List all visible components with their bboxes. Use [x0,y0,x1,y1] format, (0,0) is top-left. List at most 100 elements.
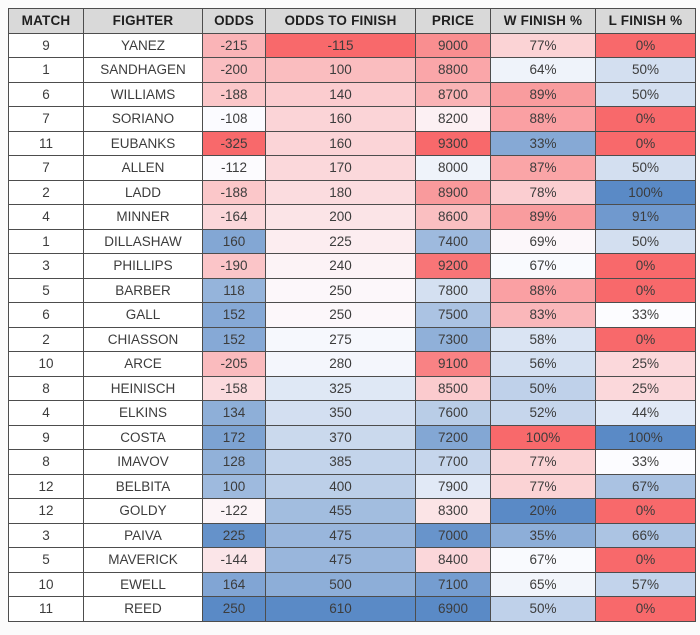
cell-match: 5 [8,277,84,303]
cell-price: 9300 [415,130,491,156]
table-row: 3 PHILLIPS -190 240 9200 67% 0% [8,253,696,279]
table-row: 9 COSTA 172 370 7200 100% 100% [8,424,696,450]
cell-price: 8300 [415,498,491,524]
cell-odds-to-finish: 160 [265,130,416,156]
cell-w-finish-pct: 89% [490,204,596,230]
cell-w-finish-pct: 78% [490,179,596,205]
cell-odds: 164 [202,571,266,597]
cell-w-finish-pct: 64% [490,57,596,83]
cell-match: 8 [8,375,84,401]
cell-match: 9 [8,424,84,450]
cell-odds-to-finish: 400 [265,473,416,499]
cell-odds-to-finish: 225 [265,228,416,254]
cell-odds: -205 [202,351,266,377]
cell-odds: -188 [202,81,266,107]
cell-fighter: HEINISCH [83,375,203,401]
cell-odds-to-finish: 140 [265,81,416,107]
cell-l-finish-pct: 0% [595,498,696,524]
cell-price: 8800 [415,57,491,83]
cell-l-finish-pct: 0% [595,277,696,303]
cell-price: 7800 [415,277,491,303]
cell-odds: -164 [202,204,266,230]
cell-match: 2 [8,326,84,352]
cell-odds-to-finish: 160 [265,106,416,132]
cell-fighter: ALLEN [83,155,203,181]
cell-odds: 134 [202,400,266,426]
cell-odds-to-finish: 280 [265,351,416,377]
cell-w-finish-pct: 56% [490,351,596,377]
cell-odds: 250 [202,596,266,622]
cell-l-finish-pct: 33% [595,449,696,475]
cell-l-finish-pct: 0% [595,253,696,279]
cell-fighter: ARCE [83,351,203,377]
cell-odds: 128 [202,449,266,475]
cell-price: 7900 [415,473,491,499]
cell-fighter: SORIANO [83,106,203,132]
cell-odds-to-finish: 385 [265,449,416,475]
cell-w-finish-pct: 58% [490,326,596,352]
cell-fighter: EUBANKS [83,130,203,156]
cell-l-finish-pct: 33% [595,302,696,328]
cell-odds-to-finish: 610 [265,596,416,622]
cell-price: 7000 [415,522,491,548]
table-row: 8 HEINISCH -158 325 8500 50% 25% [8,375,696,401]
cell-match: 1 [8,57,84,83]
cell-l-finish-pct: 0% [595,32,696,58]
cell-fighter: WILLIAMS [83,81,203,107]
cell-price: 8600 [415,204,491,230]
cell-fighter: IMAVOV [83,449,203,475]
cell-price: 6900 [415,596,491,622]
cell-fighter: SANDHAGEN [83,57,203,83]
column-header-odds: ODDS [202,8,266,34]
cell-price: 9200 [415,253,491,279]
cell-w-finish-pct: 65% [490,571,596,597]
cell-l-finish-pct: 50% [595,228,696,254]
cell-fighter: LADD [83,179,203,205]
cell-odds-to-finish: 350 [265,400,416,426]
cell-price: 8900 [415,179,491,205]
cell-odds-to-finish: 325 [265,375,416,401]
cell-odds: -144 [202,547,266,573]
cell-w-finish-pct: 35% [490,522,596,548]
cell-l-finish-pct: 100% [595,179,696,205]
cell-match: 11 [8,130,84,156]
cell-odds: -108 [202,106,266,132]
cell-fighter: MAVERICK [83,547,203,573]
cell-fighter: CHIASSON [83,326,203,352]
cell-odds: -215 [202,32,266,58]
cell-price: 9000 [415,32,491,58]
cell-w-finish-pct: 77% [490,449,596,475]
cell-fighter: EWELL [83,571,203,597]
cell-odds: 225 [202,522,266,548]
cell-match: 6 [8,302,84,328]
table-row: 7 SORIANO -108 160 8200 88% 0% [8,106,696,132]
cell-w-finish-pct: 77% [490,473,596,499]
cell-w-finish-pct: 87% [490,155,596,181]
cell-w-finish-pct: 50% [490,375,596,401]
table-row: 12 GOLDY -122 455 8300 20% 0% [8,498,696,524]
cell-w-finish-pct: 20% [490,498,596,524]
cell-fighter: COSTA [83,424,203,450]
cell-l-finish-pct: 91% [595,204,696,230]
cell-w-finish-pct: 67% [490,547,596,573]
table-row: 2 LADD -188 180 8900 78% 100% [8,179,696,205]
cell-price: 8700 [415,81,491,107]
cell-odds: -158 [202,375,266,401]
cell-price: 7300 [415,326,491,352]
column-header-odds-to-finish: ODDS TO FINISH [265,8,416,34]
cell-w-finish-pct: 69% [490,228,596,254]
cell-match: 3 [8,522,84,548]
cell-odds-to-finish: 200 [265,204,416,230]
cell-odds: 152 [202,326,266,352]
cell-l-finish-pct: 50% [595,81,696,107]
cell-price: 8200 [415,106,491,132]
cell-match: 12 [8,473,84,499]
cell-fighter: ELKINS [83,400,203,426]
cell-odds: 160 [202,228,266,254]
cell-match: 1 [8,228,84,254]
cell-odds-to-finish: 250 [265,302,416,328]
cell-w-finish-pct: 50% [490,596,596,622]
cell-price: 7400 [415,228,491,254]
cell-l-finish-pct: 66% [595,522,696,548]
